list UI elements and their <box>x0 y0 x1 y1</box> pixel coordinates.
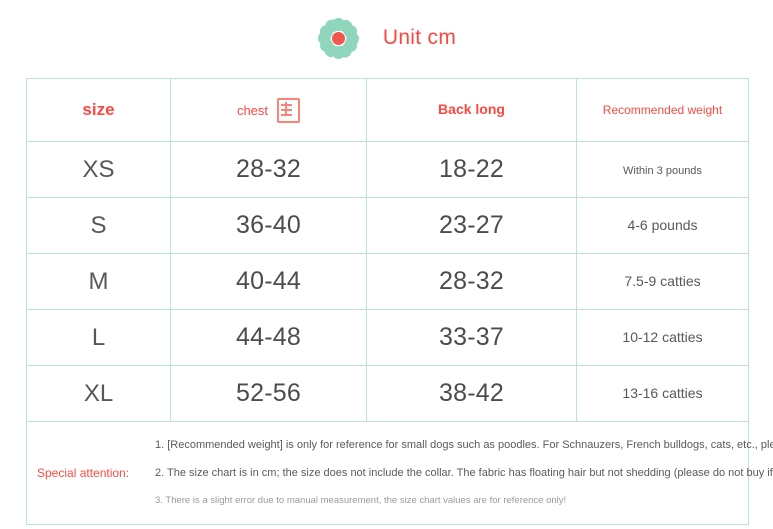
cell-recommended-weight: 4-6 pounds <box>576 197 749 254</box>
cell-recommended-weight: 13-16 catties <box>576 365 749 422</box>
table-row: L 44-48 33-37 10-12 catties <box>26 309 749 366</box>
title-bar: Unit cm <box>0 0 773 76</box>
value-chest: 36-40 <box>236 211 301 239</box>
value-size: L <box>91 323 106 351</box>
cell-recommended-weight: 10-12 catties <box>576 309 749 366</box>
seal-stamp-icon <box>277 97 301 123</box>
header-label-back-long: Back long <box>438 101 505 117</box>
header-label-chest: chest <box>236 102 269 118</box>
cell-back-long: 23-27 <box>366 197 577 254</box>
value-size: XS <box>82 155 115 183</box>
cell-recommended-weight: 7.5-9 catties <box>576 253 749 310</box>
value-size: M <box>88 267 109 295</box>
value-recommended-weight: 13-16 catties <box>622 384 703 401</box>
cell-size: S <box>26 197 171 254</box>
value-back-long: 23-27 <box>439 211 504 239</box>
cell-chest: 52-56 <box>170 365 367 422</box>
special-attention-label: Special attention: <box>37 466 130 480</box>
cell-size: L <box>26 309 171 366</box>
header-cell-size: size <box>26 78 171 142</box>
cell-back-long: 38-42 <box>366 365 577 422</box>
special-attention-list: 1. [Recommended weight] is only for refe… <box>149 440 773 506</box>
cell-size: XL <box>26 365 171 422</box>
value-chest: 28-32 <box>236 155 301 183</box>
note-item: 3. There is a slight error due to manual… <box>155 495 567 507</box>
cell-size: M <box>26 253 171 310</box>
flower-icon <box>317 16 361 60</box>
table-row: XL 52-56 38-42 13-16 catties <box>26 365 749 422</box>
value-size: S <box>90 211 107 239</box>
table-row: M 40-44 28-32 7.5-9 catties <box>26 253 749 310</box>
note-item: 1. [Recommended weight] is only for refe… <box>155 439 773 452</box>
header-cell-recommended-weight: Recommended weight <box>576 78 749 142</box>
value-back-long: 33-37 <box>439 323 504 351</box>
value-recommended-weight: 7.5-9 catties <box>624 272 701 289</box>
cell-back-long: 18-22 <box>366 141 577 198</box>
value-chest: 40-44 <box>236 267 301 295</box>
header-label-size: size <box>82 100 115 119</box>
value-recommended-weight: 4-6 pounds <box>627 216 698 233</box>
special-attention-cell: Special attention: 1. [Recommended weigh… <box>26 421 773 525</box>
value-back-long: 18-22 <box>439 155 504 183</box>
cell-recommended-weight: Within 3 pounds <box>576 141 749 198</box>
value-back-long: 38-42 <box>439 379 504 407</box>
header-label-recommended-weight: Recommended weight <box>602 103 723 117</box>
cell-size: XS <box>26 141 171 198</box>
value-chest: 52-56 <box>236 379 301 407</box>
cell-chest: 44-48 <box>170 309 367 366</box>
value-recommended-weight: 10-12 catties <box>622 328 703 345</box>
note-item: 2. The size chart is in cm; the size doe… <box>155 467 773 480</box>
cell-back-long: 33-37 <box>366 309 577 366</box>
cell-back-long: 28-32 <box>366 253 577 310</box>
size-chart-table: size chest Back long Recommended weight … <box>26 78 773 525</box>
special-attention-row: Special attention: 1. [Recommended weigh… <box>26 421 773 525</box>
value-size: XL <box>83 379 114 407</box>
cell-chest: 36-40 <box>170 197 367 254</box>
value-back-long: 28-32 <box>439 267 504 295</box>
cell-chest: 40-44 <box>170 253 367 310</box>
unit-title: Unit cm <box>382 26 457 49</box>
header-cell-chest: chest <box>170 78 367 142</box>
table-row: S 36-40 23-27 4-6 pounds <box>26 197 749 254</box>
cell-chest: 28-32 <box>170 141 367 198</box>
value-recommended-weight: Within 3 pounds <box>623 164 702 177</box>
table-header-row: size chest Back long Recommended weight <box>26 78 749 142</box>
header-cell-back-long: Back long <box>366 78 577 142</box>
table-row: XS 28-32 18-22 Within 3 pounds <box>26 141 749 198</box>
value-chest: 44-48 <box>236 323 301 351</box>
